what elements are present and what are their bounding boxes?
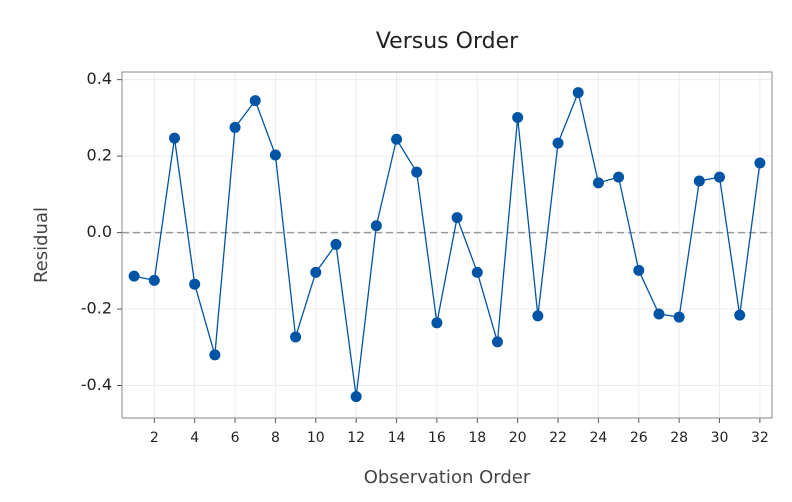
data-point — [693, 175, 705, 187]
y-tick-label: -0.2 — [81, 299, 112, 318]
data-point — [148, 274, 160, 286]
x-tick-label: 8 — [271, 430, 280, 446]
x-tick-label: 30 — [711, 430, 729, 446]
y-tick-label: 0.0 — [87, 222, 112, 241]
x-tick-label: 10 — [307, 430, 325, 446]
x-tick-label: 18 — [468, 430, 486, 446]
data-point — [512, 111, 524, 123]
data-point — [592, 177, 604, 189]
data-point — [350, 391, 362, 403]
data-point — [532, 310, 544, 322]
data-point — [572, 87, 584, 99]
data-point — [491, 336, 503, 348]
data-point — [471, 266, 483, 278]
x-tick-label: 22 — [549, 430, 567, 446]
x-tick-label: 14 — [388, 430, 406, 446]
data-point — [269, 149, 281, 161]
data-point — [411, 166, 423, 178]
y-axis-label: Residual — [31, 207, 52, 283]
data-point — [431, 317, 443, 329]
x-tick-label: 24 — [589, 430, 607, 446]
data-point — [229, 121, 241, 133]
x-tick-label: 2 — [150, 430, 159, 446]
y-tick-label: -0.4 — [81, 375, 112, 394]
x-tick-label: 28 — [670, 430, 688, 446]
x-tick-label: 32 — [751, 430, 769, 446]
data-point — [714, 171, 726, 183]
data-point — [249, 95, 261, 107]
data-point — [310, 266, 322, 278]
data-point — [734, 309, 746, 321]
x-axis-label: Observation Order — [364, 467, 531, 488]
data-point — [209, 349, 221, 361]
y-tick-label: 0.4 — [87, 69, 112, 88]
chart-title: Versus Order — [376, 29, 519, 54]
data-point — [653, 308, 665, 320]
x-tick-label: 26 — [630, 430, 648, 446]
x-tick-label: 16 — [428, 430, 446, 446]
data-point — [128, 270, 140, 282]
data-point — [613, 171, 625, 183]
data-point — [330, 238, 342, 250]
data-point — [754, 157, 766, 169]
data-point — [673, 311, 685, 323]
series-line — [133, 90, 761, 397]
x-tick-label: 6 — [231, 430, 240, 446]
data-point — [370, 220, 382, 232]
y-tick-label: 0.2 — [87, 146, 112, 165]
data-point — [290, 331, 302, 343]
x-tick-label: 4 — [190, 430, 199, 446]
plot-frame — [121, 71, 773, 419]
data-point — [451, 212, 463, 224]
data-point — [168, 132, 180, 144]
data-point — [391, 133, 403, 145]
data-point — [189, 278, 201, 290]
x-tick-label: 12 — [347, 430, 365, 446]
x-tick-label: 20 — [509, 430, 527, 446]
data-point — [633, 264, 645, 276]
data-point — [552, 137, 564, 149]
